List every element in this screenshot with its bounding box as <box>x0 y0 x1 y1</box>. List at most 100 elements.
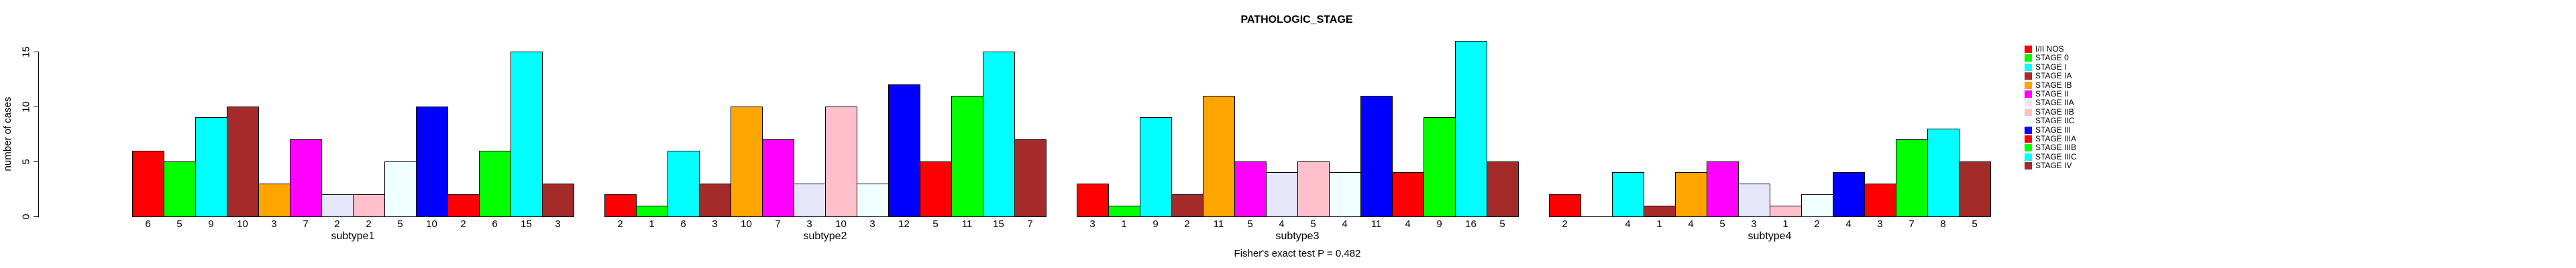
bar-value-label: 2 <box>366 218 372 230</box>
legend-item-label: STAGE IV <box>2035 161 2072 170</box>
y-tick-mark <box>34 161 38 162</box>
legend-item: STAGE IA <box>2025 71 2072 80</box>
stage-bar <box>1329 172 1361 217</box>
stage-bar <box>920 161 952 217</box>
bar-value-label: 2 <box>334 218 340 230</box>
bar-value-label: 5 <box>397 218 403 230</box>
bar-value-label: 5 <box>932 218 938 230</box>
stage-bar <box>132 151 164 217</box>
stage-bar <box>1392 172 1424 217</box>
stage-bar <box>1675 172 1707 217</box>
y-axis-line <box>38 52 39 217</box>
bar-value-label: 10 <box>741 218 752 230</box>
bar-value-label: 10 <box>237 218 248 230</box>
legend-color-swatch <box>2025 143 2032 151</box>
legend-color-swatch <box>2025 108 2032 116</box>
stage-bar <box>1171 194 1203 217</box>
stage-bar <box>1927 129 1960 217</box>
bar-value-label: 9 <box>1152 218 1159 230</box>
stage-bar <box>1738 184 1770 217</box>
bar-value-label: 4 <box>1405 218 1411 230</box>
stage-bar <box>1014 139 1046 217</box>
bar-value-label: 11 <box>1213 218 1224 230</box>
stage-bar <box>1833 172 1865 217</box>
stage-bar <box>227 107 259 217</box>
bar-value-label: 6 <box>492 218 498 230</box>
stage-bar <box>667 151 700 217</box>
bar-value-label: 2 <box>460 218 466 230</box>
stage-bar <box>1864 184 1896 217</box>
legend-item: STAGE III <box>2025 125 2071 135</box>
bar-value-label: 8 <box>1940 218 1946 230</box>
legend-item: STAGE IIB <box>2025 107 2074 117</box>
bar-value-label: 4 <box>1342 218 1348 230</box>
legend-color-swatch <box>2025 63 2032 71</box>
stage-bar <box>1487 161 1519 217</box>
legend-item-label: STAGE IIIC <box>2035 152 2077 161</box>
bar-value-label: 5 <box>1972 218 1978 230</box>
y-tick-mark <box>34 216 38 217</box>
stage-bar <box>857 184 889 217</box>
bar-value-label: 5 <box>176 218 182 230</box>
legend-item: STAGE 0 <box>2025 53 2069 62</box>
stage-bar <box>731 107 763 217</box>
bar-value-label: 2 <box>617 218 623 230</box>
stage-bar <box>1801 194 1833 217</box>
bar-value-label: 1 <box>1782 218 1788 230</box>
stage-bar <box>699 184 731 217</box>
stage-bar <box>447 194 480 217</box>
stage-bar <box>1234 161 1267 217</box>
stage-bar <box>479 151 511 217</box>
legend-item-label: STAGE IIIA <box>2035 134 2077 143</box>
stage-bar <box>1896 139 1928 217</box>
stage-bar <box>164 161 196 217</box>
legend-item-label: I/II NOS <box>2035 44 2064 54</box>
bar-value-label: 7 <box>1909 218 1915 230</box>
bar-value-label: 1 <box>649 218 655 230</box>
bar-value-label: 7 <box>1027 218 1033 230</box>
legend-item-label: STAGE IB <box>2035 80 2072 90</box>
bar-value-label: 3 <box>1877 218 1883 230</box>
bar-value-label: 3 <box>555 218 561 230</box>
legend-item-label: STAGE I <box>2035 62 2067 72</box>
stage-bar <box>1549 194 1581 217</box>
bar-value-label: 9 <box>208 218 214 230</box>
plot-title: PATHOLOGIC_STAGE <box>1240 14 1353 25</box>
bar-value-label: 9 <box>1436 218 1442 230</box>
bar-value-label: 2 <box>1814 218 1820 230</box>
legend-color-swatch <box>2025 98 2032 107</box>
stage-bar <box>1360 96 1393 217</box>
bar-value-label: 6 <box>680 218 686 230</box>
legend-color-swatch <box>2025 81 2032 89</box>
bar-value-label: 6 <box>145 218 151 230</box>
stage-bar <box>321 194 354 217</box>
bar-value-label: 5 <box>1719 218 1725 230</box>
legend-color-swatch <box>2025 161 2032 170</box>
legend-item: STAGE IIC <box>2025 116 2074 125</box>
legend-item-label: STAGE IA <box>2035 71 2072 80</box>
bar-value-label: 11 <box>961 218 973 230</box>
stage-bar <box>983 52 1015 217</box>
fisher-test-annotation: Fisher's exact test P = 0.482 <box>1234 248 1361 259</box>
bar-value-label: 10 <box>835 218 847 230</box>
legend-color-swatch <box>2025 72 2032 80</box>
bar-value-label: 12 <box>898 218 910 230</box>
bar-value-label: 10 <box>426 218 437 230</box>
bar-value-label: 3 <box>271 218 277 230</box>
legend-item-label: STAGE 0 <box>2035 53 2069 62</box>
subtype-label: subtype1 <box>331 230 375 242</box>
legend-item: STAGE IIIB <box>2025 143 2076 152</box>
legend-item-label: STAGE II <box>2035 89 2069 98</box>
legend-color-swatch <box>2025 135 2032 143</box>
legend-color-swatch <box>2025 117 2032 125</box>
stage-bar <box>353 194 385 217</box>
stage-bar <box>762 139 794 217</box>
stage-bar <box>542 184 574 217</box>
bar-value-label: 3 <box>712 218 718 230</box>
subtype-label: subtype3 <box>1275 230 1320 242</box>
legend-item: STAGE I <box>2025 62 2066 72</box>
y-tick-label: 5 <box>20 159 32 165</box>
legend-color-swatch <box>2025 90 2032 98</box>
stage-bar <box>1612 172 1644 217</box>
